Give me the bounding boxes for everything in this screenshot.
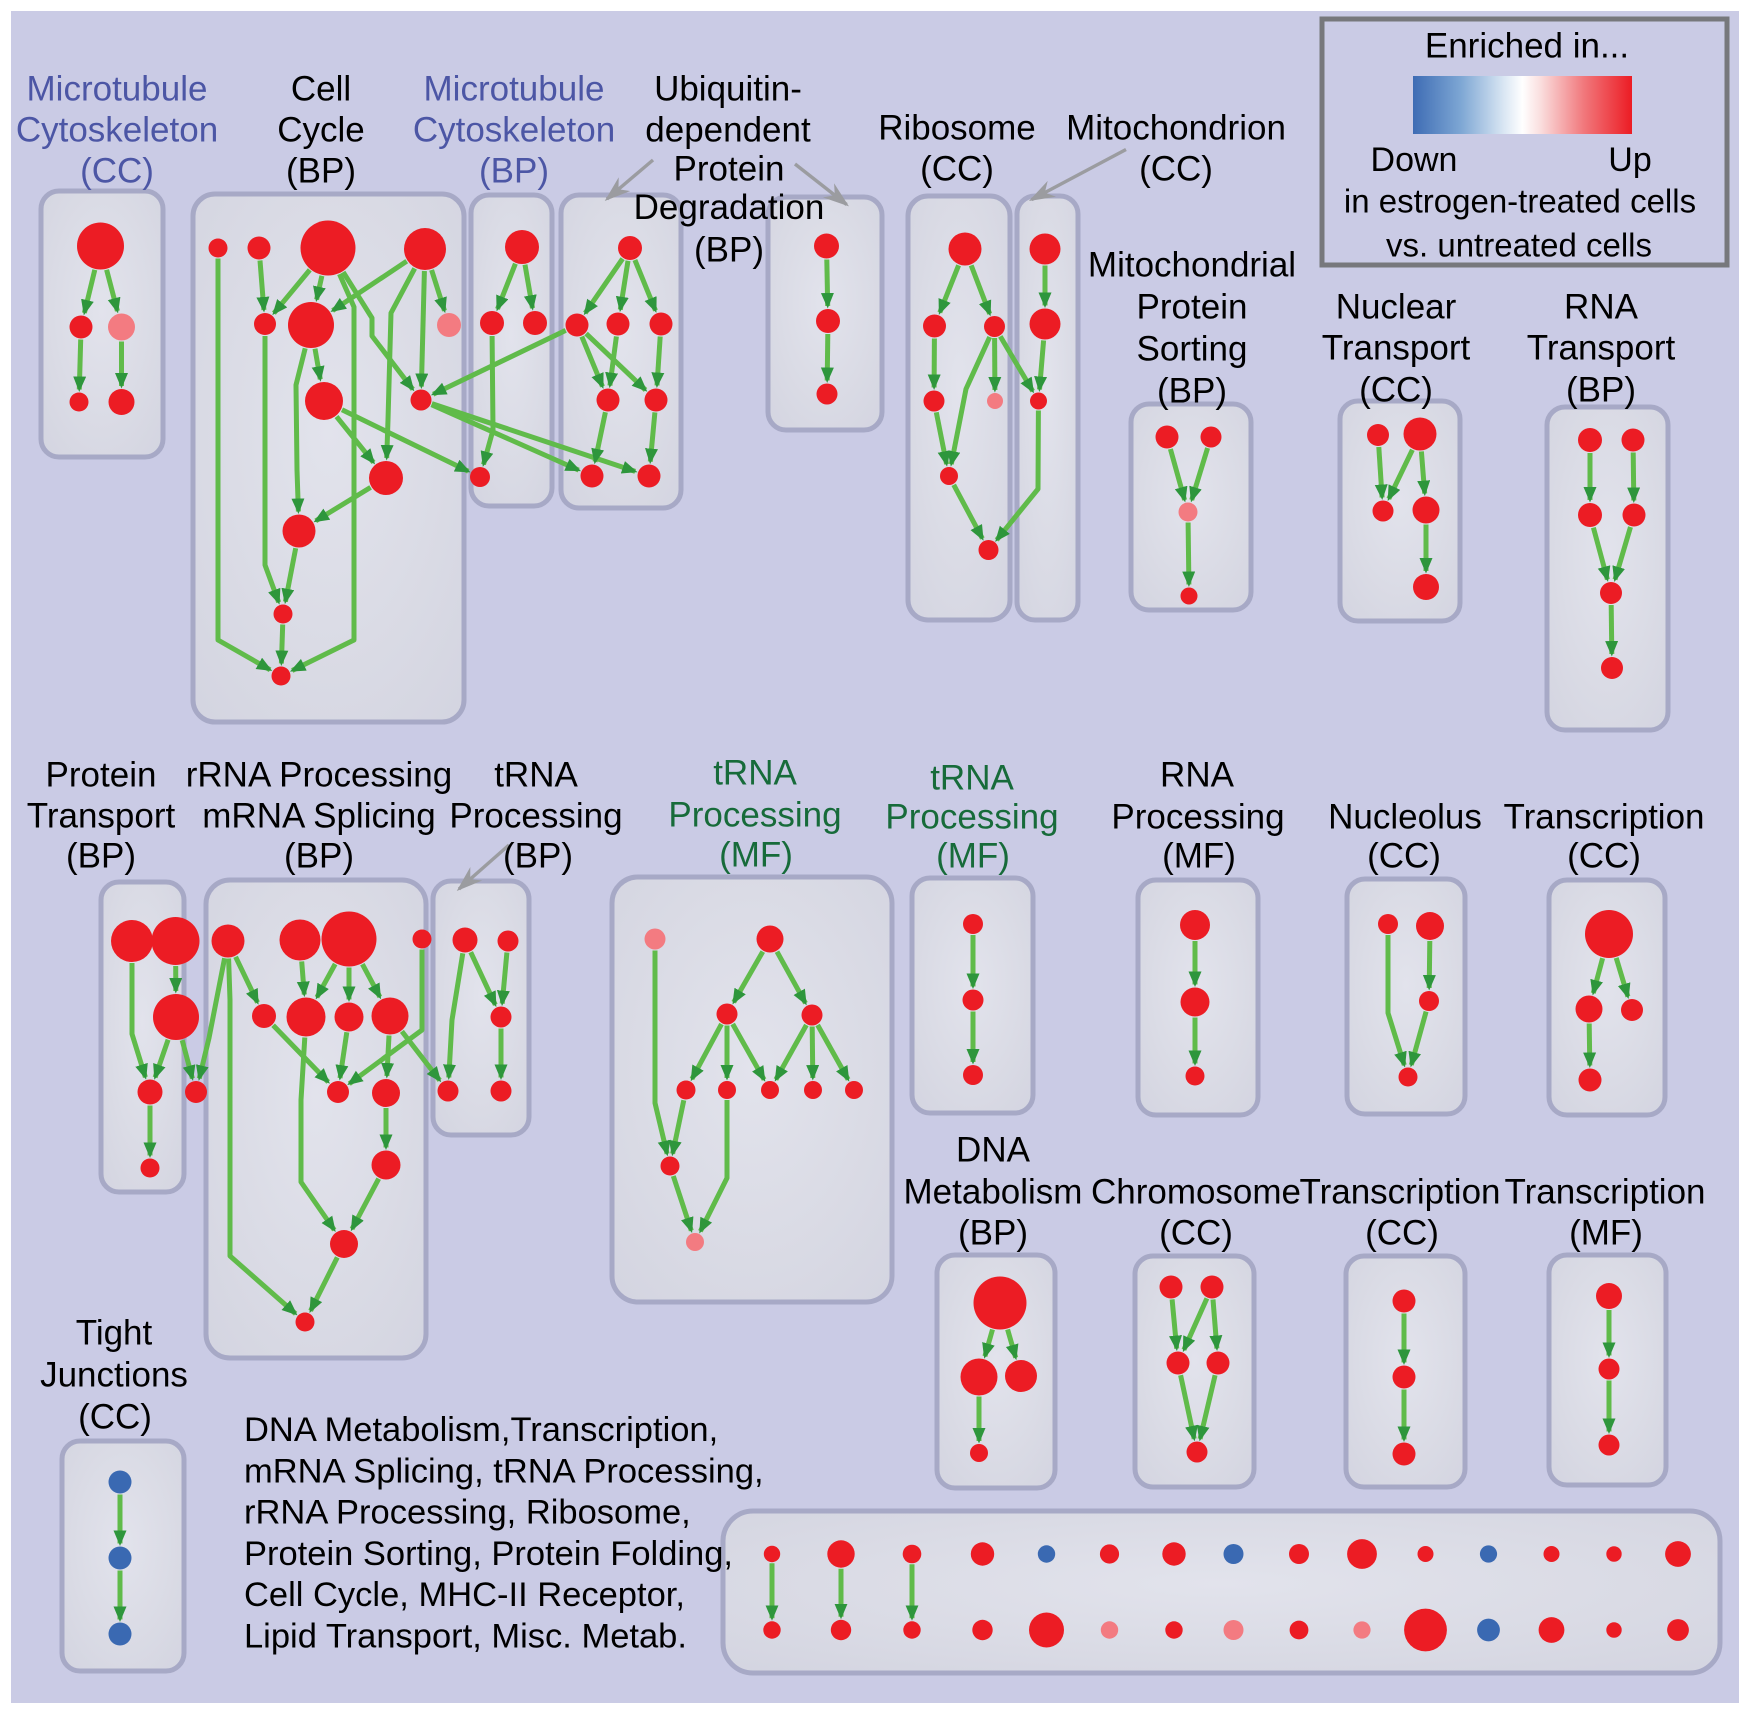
svg-text:Metabolism: Metabolism bbox=[904, 1173, 1083, 1212]
svg-text:(BP): (BP) bbox=[958, 1214, 1028, 1253]
svg-text:(BP): (BP) bbox=[66, 837, 136, 876]
svg-text:(BP): (BP) bbox=[1566, 371, 1636, 410]
svg-text:(BP): (BP) bbox=[479, 152, 549, 191]
svg-text:Tight: Tight bbox=[76, 1314, 153, 1353]
svg-text:Processing: Processing bbox=[668, 796, 841, 835]
svg-text:Transcription: Transcription bbox=[1300, 1173, 1501, 1212]
svg-text:Ribosome: Ribosome bbox=[878, 109, 1036, 148]
svg-text:Mitochondrial: Mitochondrial bbox=[1088, 246, 1296, 285]
svg-text:(MF): (MF) bbox=[1569, 1214, 1643, 1253]
svg-text:(BP): (BP) bbox=[503, 837, 573, 876]
svg-text:rRNA Processing, Ribosome,: rRNA Processing, Ribosome, bbox=[244, 1494, 691, 1532]
svg-text:Cytoskeleton: Cytoskeleton bbox=[413, 111, 615, 150]
svg-text:(CC): (CC) bbox=[78, 1398, 152, 1437]
svg-text:Protein: Protein bbox=[674, 150, 785, 189]
svg-text:(BP): (BP) bbox=[694, 231, 764, 270]
svg-text:Processing: Processing bbox=[885, 798, 1058, 837]
svg-text:(CC): (CC) bbox=[1139, 150, 1213, 189]
svg-text:Lipid Transport, Misc. Metab.: Lipid Transport, Misc. Metab. bbox=[244, 1618, 687, 1656]
svg-text:Transport: Transport bbox=[1322, 329, 1471, 368]
svg-text:(MF): (MF) bbox=[719, 836, 793, 875]
svg-text:Processing: Processing bbox=[449, 797, 622, 836]
svg-text:Cycle: Cycle bbox=[277, 111, 365, 150]
svg-text:(BP): (BP) bbox=[1157, 372, 1227, 411]
svg-text:(CC): (CC) bbox=[920, 150, 994, 189]
svg-text:Enriched in...: Enriched in... bbox=[1425, 27, 1629, 66]
svg-text:Protein: Protein bbox=[46, 756, 157, 795]
svg-text:Transport: Transport bbox=[1527, 329, 1676, 368]
svg-text:(CC): (CC) bbox=[1159, 1214, 1233, 1253]
svg-text:Up: Up bbox=[1608, 141, 1651, 179]
svg-text:Cytoskeleton: Cytoskeleton bbox=[16, 111, 218, 150]
svg-text:rRNA Processing: rRNA Processing bbox=[186, 756, 452, 795]
svg-text:RNA: RNA bbox=[1564, 288, 1639, 327]
svg-text:tRNA: tRNA bbox=[494, 756, 578, 795]
svg-text:RNA: RNA bbox=[1160, 756, 1235, 795]
svg-text:(CC): (CC) bbox=[1359, 371, 1433, 410]
svg-text:DNA Metabolism,Transcription,: DNA Metabolism,Transcription, bbox=[244, 1411, 718, 1449]
svg-text:(MF): (MF) bbox=[936, 837, 1010, 876]
svg-text:Protein Sorting, Protein Foldi: Protein Sorting, Protein Folding, bbox=[244, 1535, 733, 1573]
svg-text:(BP): (BP) bbox=[284, 837, 354, 876]
svg-text:(CC): (CC) bbox=[1567, 837, 1641, 876]
svg-text:Transcription: Transcription bbox=[1504, 798, 1705, 837]
svg-text:Chromosome: Chromosome bbox=[1091, 1173, 1301, 1212]
svg-text:Nuclear: Nuclear bbox=[1336, 288, 1457, 327]
svg-text:Down: Down bbox=[1371, 141, 1458, 179]
svg-text:in estrogen-treated cells: in estrogen-treated cells bbox=[1344, 183, 1696, 220]
svg-text:(MF): (MF) bbox=[1162, 837, 1236, 876]
svg-text:(CC): (CC) bbox=[1365, 1214, 1439, 1253]
svg-text:Mitochondrion: Mitochondrion bbox=[1066, 109, 1286, 148]
svg-text:Microtubule: Microtubule bbox=[27, 70, 208, 109]
svg-text:Cell: Cell bbox=[291, 70, 351, 109]
svg-text:Processing: Processing bbox=[1111, 798, 1284, 837]
svg-text:(CC): (CC) bbox=[1367, 837, 1441, 876]
svg-text:dependent: dependent bbox=[645, 111, 811, 150]
svg-text:Cell Cycle, MHC-II Receptor,: Cell Cycle, MHC-II Receptor, bbox=[244, 1576, 685, 1614]
svg-text:Transcription: Transcription bbox=[1505, 1173, 1706, 1212]
svg-text:DNA: DNA bbox=[956, 1131, 1031, 1170]
svg-text:(CC): (CC) bbox=[80, 152, 154, 191]
svg-text:mRNA Splicing: mRNA Splicing bbox=[202, 797, 435, 836]
svg-text:Microtubule: Microtubule bbox=[424, 70, 605, 109]
svg-text:tRNA: tRNA bbox=[930, 759, 1014, 798]
svg-text:Protein: Protein bbox=[1137, 288, 1248, 327]
svg-text:tRNA: tRNA bbox=[713, 754, 797, 793]
svg-text:vs. untreated cells: vs. untreated cells bbox=[1386, 227, 1652, 264]
svg-text:mRNA Splicing, tRNA Processing: mRNA Splicing, tRNA Processing, bbox=[244, 1452, 764, 1490]
svg-text:Degradation: Degradation bbox=[634, 188, 825, 227]
svg-text:Nucleolus: Nucleolus bbox=[1328, 798, 1482, 837]
svg-text:Sorting: Sorting bbox=[1137, 330, 1248, 369]
svg-text:Transport: Transport bbox=[27, 797, 176, 836]
svg-text:Ubiquitin-: Ubiquitin- bbox=[654, 70, 802, 109]
svg-text:(BP): (BP) bbox=[286, 152, 356, 191]
svg-text:Junctions: Junctions bbox=[40, 1356, 188, 1395]
